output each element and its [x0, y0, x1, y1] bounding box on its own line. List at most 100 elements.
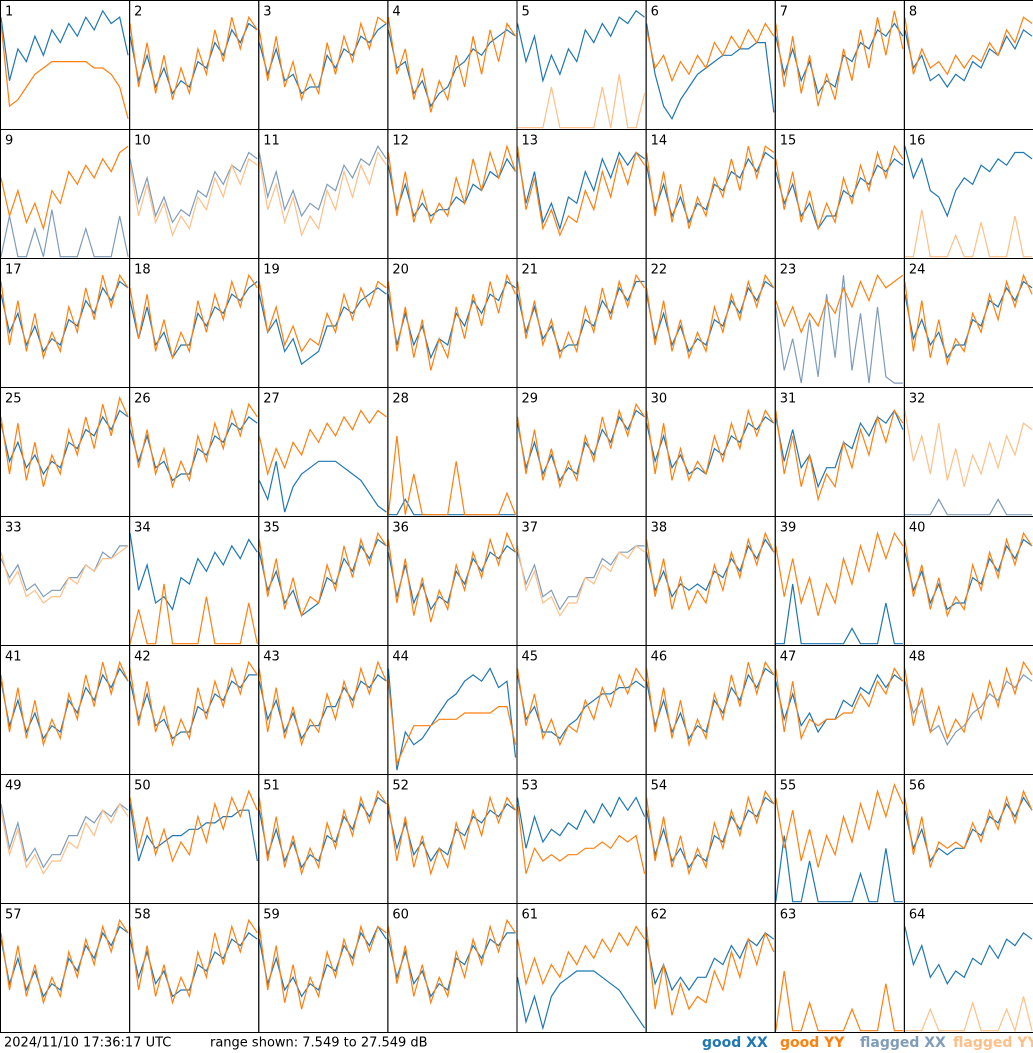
spectrum-line — [387, 144, 517, 225]
panel-label: 60 — [392, 908, 409, 923]
panel-border — [774, 129, 905, 259]
panel-border — [516, 516, 647, 646]
panel-label: 21 — [522, 263, 539, 278]
panel-border — [0, 645, 131, 775]
spectrum-line — [904, 273, 1033, 367]
legend-entry: flagged XX — [860, 1035, 946, 1051]
legend-entry: flagged YY — [953, 1035, 1033, 1051]
panel-label: 25 — [5, 392, 22, 407]
spectrum-line — [387, 531, 517, 623]
spectrum-line — [904, 209, 1032, 258]
spectrum-line — [646, 22, 775, 83]
panel-label: 6 — [651, 5, 659, 20]
legend-entry: good XX — [702, 1035, 768, 1051]
panel-border — [645, 645, 776, 775]
spectrum-line — [129, 583, 258, 645]
spectrum-line — [775, 409, 904, 489]
spectrum-line — [775, 144, 904, 231]
spectrum-line — [904, 28, 1033, 89]
spectrum-line — [129, 273, 258, 360]
spectrum-line — [775, 530, 904, 616]
spectrum-line — [258, 538, 387, 617]
panel-border — [774, 774, 905, 904]
spectrum-line — [904, 280, 1033, 360]
panel-label: 52 — [392, 779, 409, 794]
panel-label: 64 — [909, 908, 926, 923]
panel-label: 23 — [780, 263, 797, 278]
legend-entry: good YY — [780, 1035, 845, 1051]
panel-label: 5 — [522, 5, 530, 20]
spectrum-line — [258, 280, 387, 353]
panel-label: 57 — [5, 908, 22, 923]
panel-border — [387, 258, 518, 388]
panel-label: 2 — [134, 5, 142, 20]
spectrum-line — [129, 918, 258, 1005]
spectrum-line — [129, 533, 258, 611]
spectrum-line — [0, 9, 129, 81]
spectrum-line — [516, 280, 645, 353]
spectrum-line — [258, 409, 387, 477]
panel-label: 7 — [780, 5, 788, 20]
spectrum-line — [0, 395, 129, 487]
spectrum-line — [0, 545, 129, 604]
panel-border — [903, 516, 1033, 646]
panel-border — [516, 774, 647, 904]
spectrum-line — [129, 15, 258, 100]
panel-border — [645, 258, 776, 388]
panel-label: 46 — [651, 650, 668, 665]
panel-label: 22 — [651, 263, 668, 278]
panel-label: 45 — [522, 650, 539, 665]
panel-border — [258, 774, 389, 904]
spectrum-line — [646, 408, 775, 483]
panel-label: 8 — [909, 5, 917, 20]
panel-border — [129, 903, 260, 1033]
spectrum-line — [904, 146, 1033, 218]
spectrum-line — [775, 10, 904, 107]
panel-label: 59 — [263, 908, 280, 923]
spectrum-line — [775, 158, 904, 231]
panel-label: 16 — [909, 134, 926, 149]
panel-label: 4 — [392, 5, 400, 20]
spectrum-line — [646, 23, 775, 121]
panel-label: 37 — [522, 521, 539, 536]
spectrum-line — [387, 918, 516, 1005]
spectrum-line — [516, 796, 646, 849]
spectrum-line — [775, 835, 903, 903]
spectrum-line — [646, 926, 775, 1016]
spectrum-line — [258, 531, 387, 618]
panel-label: 62 — [651, 908, 668, 923]
spectrum-line — [387, 545, 516, 611]
spectrum-line — [129, 803, 258, 862]
spectrum-line — [775, 970, 903, 1032]
spectrum-line — [0, 273, 129, 361]
spectrum-line — [775, 409, 904, 502]
panel-label: 19 — [263, 263, 280, 278]
spectrum-line — [258, 287, 387, 366]
spectrum-line — [904, 531, 1033, 618]
panel-label: 58 — [134, 908, 151, 923]
spectrum-line — [516, 402, 646, 489]
spectrum-line — [516, 273, 646, 360]
spectrum-line — [258, 674, 387, 740]
panel-label: 29 — [522, 392, 539, 407]
spectrum-line — [129, 402, 258, 489]
spectrum-line — [646, 789, 775, 876]
spectrum-line — [516, 545, 645, 617]
spectrum-line — [516, 545, 645, 611]
panel-label: 33 — [5, 521, 22, 536]
spectrum-line — [0, 802, 129, 875]
panel-border — [903, 258, 1033, 388]
spectrum-line — [646, 416, 775, 475]
panel-label: 11 — [263, 134, 280, 149]
spectrum-line — [0, 209, 129, 258]
panel-border — [516, 387, 647, 517]
panel-label: 18 — [134, 263, 151, 278]
panel-border — [903, 0, 1033, 130]
panel-label: 41 — [5, 650, 22, 665]
panel-label: 30 — [651, 392, 668, 407]
spectrum-line — [129, 281, 258, 360]
spectrum-line — [775, 275, 903, 384]
spectrum-line — [387, 435, 517, 516]
spectrum-line — [904, 16, 1033, 76]
